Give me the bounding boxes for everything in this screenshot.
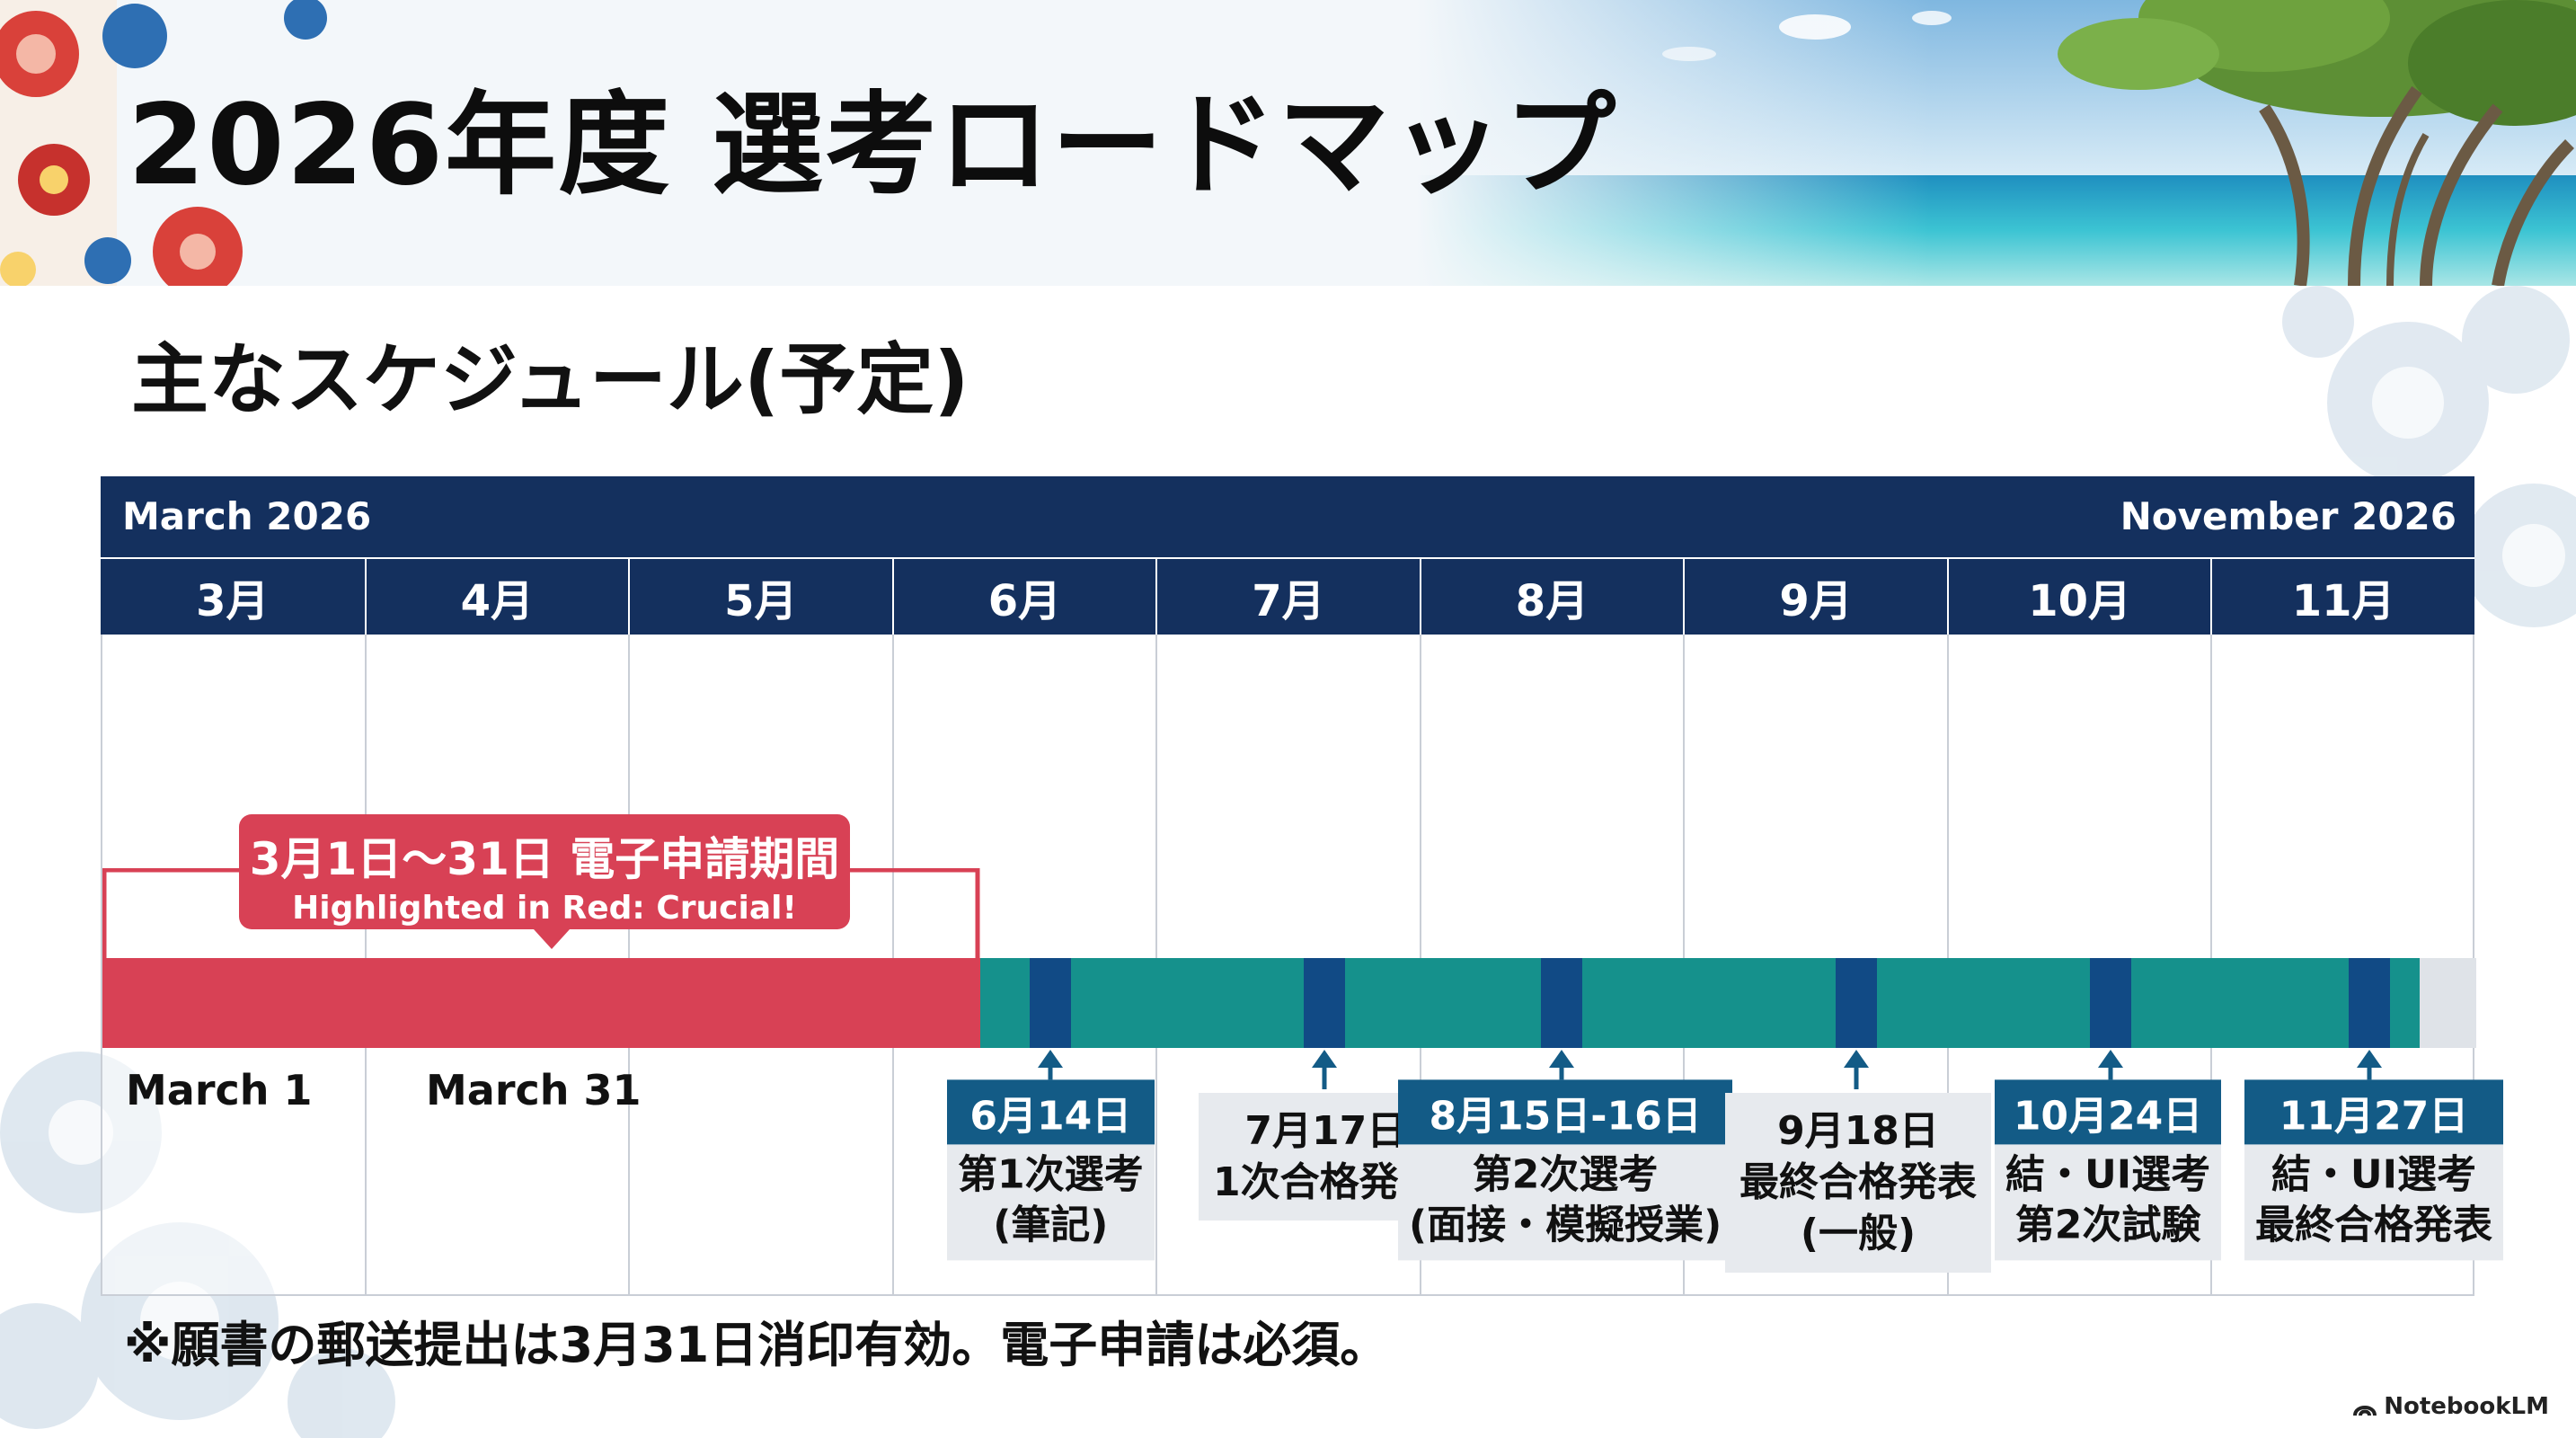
event-description: 第2次選考 (面接・模擬授業) — [1409, 1151, 1722, 1248]
month-header: 5月 — [628, 559, 892, 635]
milestone-marker — [2349, 958, 2390, 1048]
event-date: 9月18日 — [1777, 1108, 1939, 1154]
month-header: 4月 — [364, 559, 629, 635]
brand-watermark: NotebookLM — [2353, 1393, 2549, 1420]
timeline-end-label: November 2026 — [2120, 494, 2456, 538]
timeline-grid: 3月1日～31日 電子申請期間 Highlighted in Red: Cruc… — [101, 635, 2503, 1296]
callout-title: 3月1日～31日 電子申請期間 — [249, 833, 840, 885]
notebooklm-icon — [2353, 1405, 2377, 1416]
hibiscus-pattern — [2282, 286, 2576, 627]
milestone-marker — [1836, 958, 1877, 1048]
milestone-marker — [1541, 958, 1582, 1048]
event-final-pass-announcement: 9月18日 最終合格発表 (一般) — [1725, 1093, 1991, 1273]
banyan-tree — [2058, 0, 2576, 126]
progress-bar — [102, 958, 2476, 1048]
footnote: ※願書の郵送提出は3月31日消印有効。電子申請は必須。 — [124, 1317, 1389, 1373]
year-range-bar: March 2026 November 2026 — [101, 476, 2474, 557]
selection-period-segment — [980, 958, 2420, 1048]
section-title: 主なスケジュール(予定) — [131, 335, 969, 425]
month-header-row: 3月 4月 5月 6月 7月 8月 9月 10月 11月 — [101, 557, 2474, 635]
event-date: 6月14日 — [947, 1079, 1155, 1145]
period-start-label: March 1 — [126, 1066, 313, 1114]
event-description: 第1次選考 (筆記) — [958, 1151, 1144, 1248]
application-period-callout: 3月1日～31日 電子申請期間 Highlighted in Red: Cruc… — [239, 814, 850, 929]
month-header: 6月 — [891, 559, 1156, 635]
callout-pointer — [534, 929, 570, 949]
period-end-label: March 31 — [426, 1066, 642, 1114]
event-date: 10月24日 — [1995, 1079, 2222, 1145]
event-ui-final-announcement: 11月27日 結・UI選考 最終合格発表 — [2244, 1079, 2503, 1260]
event-first-selection: 6月14日 第1次選考 (筆記) — [947, 1079, 1155, 1260]
event-ui-second-exam: 10月24日 結・UI選考 第2次試験 — [1995, 1079, 2222, 1260]
bingata-flower-pattern — [0, 0, 327, 286]
timeline-start-label: March 2026 — [122, 494, 372, 538]
month-header: 7月 — [1155, 559, 1420, 635]
month-header: 9月 — [1683, 559, 1947, 635]
milestone-marker — [1304, 958, 1345, 1048]
milestone-marker — [2090, 958, 2131, 1048]
event-date: 11月27日 — [2244, 1079, 2503, 1145]
page-title: 2026年度 選考ロードマップ — [128, 81, 1618, 210]
event-date: 8月15日-16日 — [1398, 1079, 1733, 1145]
month-header: 11月 — [2210, 559, 2474, 635]
event-description: 結・UI選考 第2次試験 — [2005, 1151, 2211, 1248]
okinawa-beach-illustration — [0, 0, 2576, 286]
brand-label: NotebookLM — [2384, 1393, 2549, 1420]
timeline-chart: March 2026 November 2026 3月 4月 5月 6月 7月 … — [101, 476, 2503, 1296]
event-date: 7月17日 — [1244, 1108, 1407, 1154]
event-description: 最終合格発表 — [1739, 1159, 1977, 1206]
callout-subtitle: Highlighted in Red: Crucial! — [292, 890, 797, 927]
event-note: (一般) — [1800, 1211, 1917, 1257]
header-banner: 2026年度 選考ロードマップ — [0, 0, 2576, 286]
event-second-selection: 8月15日-16日 第2次選考 (面接・模擬授業) — [1398, 1079, 1733, 1260]
month-header: 8月 — [1419, 559, 1684, 635]
milestone-marker — [1030, 958, 1071, 1048]
event-description: 結・UI選考 最終合格発表 — [2255, 1151, 2492, 1248]
month-header: 10月 — [1946, 559, 2211, 635]
month-header: 3月 — [196, 576, 270, 626]
application-period-segment — [102, 958, 980, 1048]
